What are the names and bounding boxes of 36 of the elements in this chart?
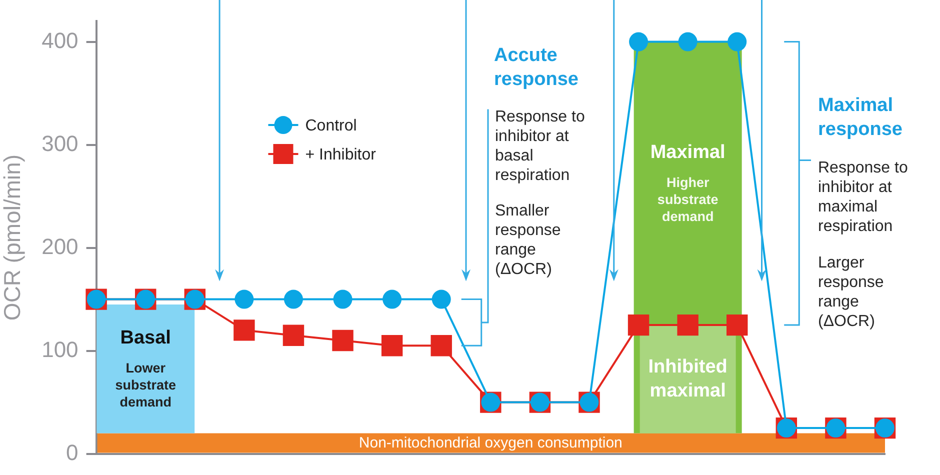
annotation: Response to inhibitor at maximal respiration (818, 159, 908, 235)
point (678, 32, 698, 52)
point (629, 32, 648, 52)
y-tick-label: 200 (42, 234, 78, 259)
y-axis-title: OCR (pmol/min) (0, 154, 26, 321)
point (332, 330, 354, 352)
point (381, 335, 403, 356)
point (284, 290, 303, 309)
point (628, 314, 650, 336)
annotation: Lower substrate demand (115, 360, 176, 410)
point (333, 290, 352, 309)
legend-label: Control (305, 117, 357, 134)
point (430, 335, 452, 356)
annotation: Smaller response range (ΔOCR) (495, 202, 561, 278)
annotation: Accute response (494, 45, 578, 90)
point (726, 314, 748, 336)
legend-label: + Inhibitor (305, 146, 377, 164)
annotation: Response to inhibitor at basal respiration (495, 108, 585, 184)
y-tick-label: 0 (66, 440, 78, 465)
series-label: Maximal (650, 142, 726, 164)
annotation: Higher substrate demand (657, 175, 719, 224)
y-tick-label: 400 (42, 28, 78, 53)
band-label: Non-mitochondrial oxygen consumption (358, 434, 622, 452)
series-label: Basal (120, 328, 171, 349)
point (432, 290, 451, 309)
annotation: Larger response range (ΔOCR) (818, 254, 884, 330)
series-label: Inhibited maximal (648, 356, 728, 402)
point (382, 290, 402, 309)
point (234, 290, 254, 309)
y-tick-label: 100 (42, 336, 78, 362)
point (234, 320, 255, 341)
point (728, 32, 747, 52)
annotation: Maximal response (818, 95, 902, 140)
point (282, 324, 304, 346)
point (677, 314, 698, 336)
y-tick-label: 300 (42, 130, 78, 156)
